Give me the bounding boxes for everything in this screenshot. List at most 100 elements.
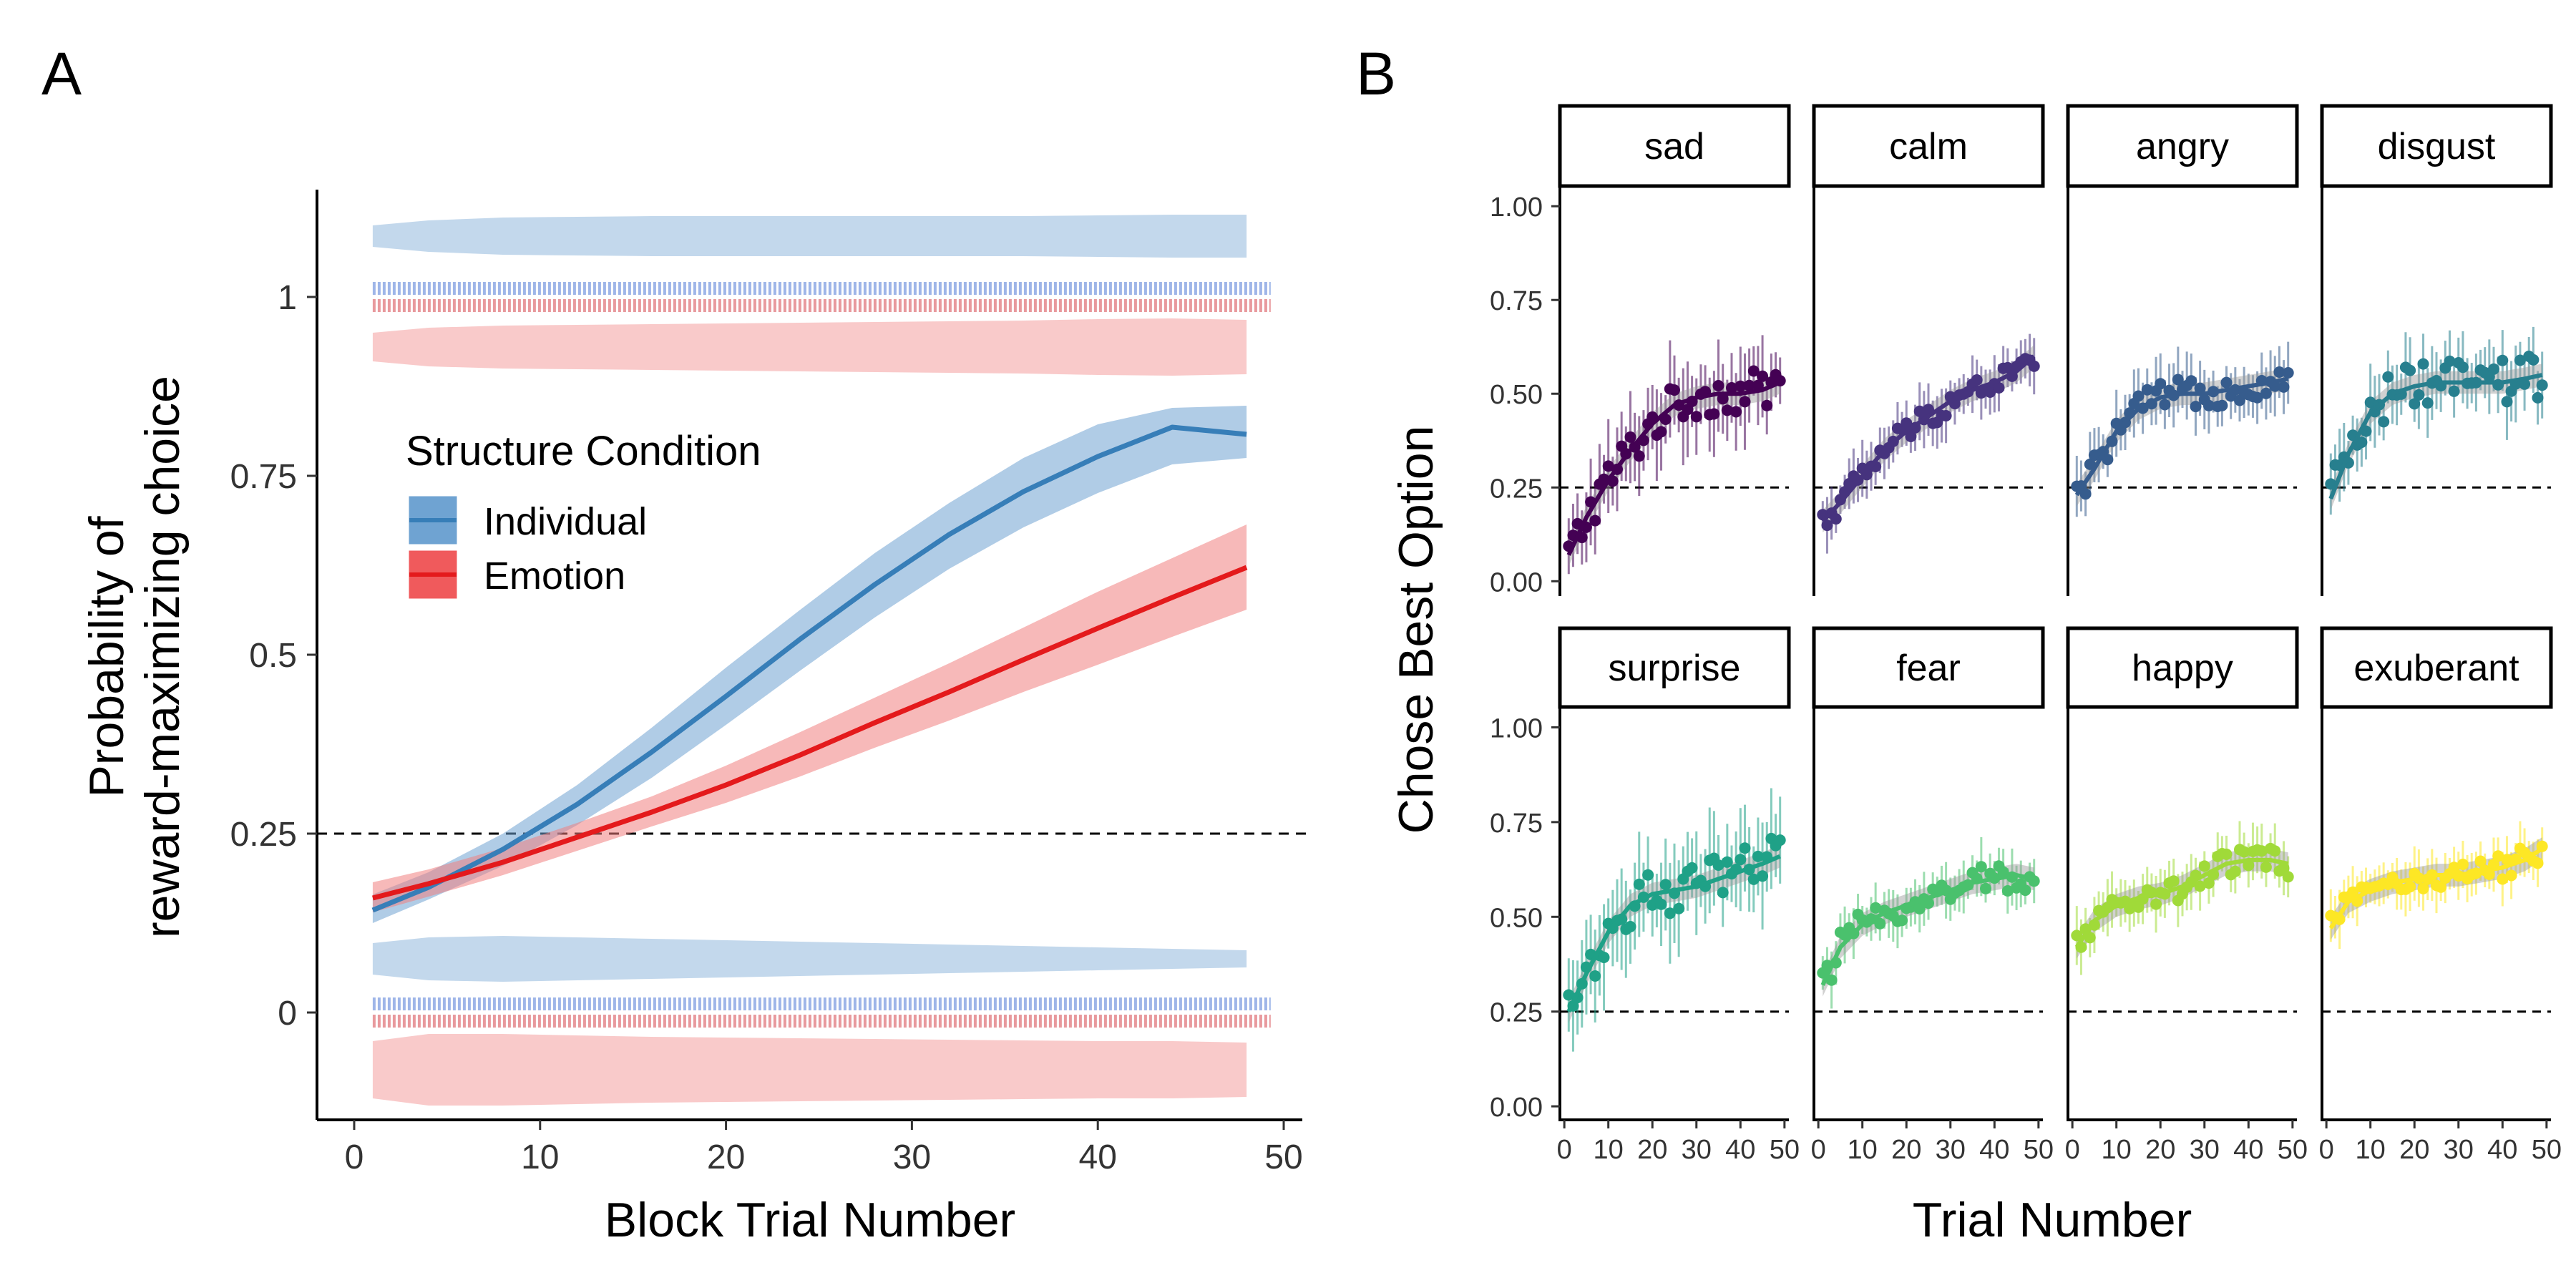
facet-x-tick-label: 10: [1594, 1135, 1624, 1165]
facet-y-tick-label: 0.50: [1490, 380, 1543, 410]
facet-x-tick-label: 30: [1682, 1135, 1712, 1165]
facet-label-happy: happy: [2132, 648, 2233, 689]
data-point: [2198, 860, 2210, 872]
smooth-line: [1566, 380, 1781, 556]
data-point: [1659, 879, 1672, 891]
data-point: [1896, 914, 1908, 927]
facet-surprise: surprise 0.00 0.25 0.50 0.75 1.00 0 10 20 30 40 50: [1490, 626, 1800, 1165]
panel-a-x-tick-label: 10: [521, 1138, 559, 1176]
panel-a-legend: Structure Condition Individual Emotion: [406, 428, 761, 599]
facet-strip-disgust: [2320, 104, 2553, 188]
data-point: [2278, 381, 2290, 393]
facet-disgust: disgust: [2320, 104, 2553, 596]
data-point: [2532, 391, 2544, 404]
data-point: [2444, 355, 2456, 367]
data-point: [2417, 358, 2429, 370]
facet-y-tick-label: 0.25: [1490, 998, 1543, 1028]
data-point: [2141, 384, 2153, 396]
data-point: [2514, 354, 2526, 366]
legend-title: Structure Condition: [406, 428, 761, 474]
panel-a-x-tick-label: 40: [1079, 1138, 1117, 1176]
data-point: [2269, 845, 2281, 857]
violin-emotion-top: [372, 318, 1247, 376]
facet-y-tick-label: 0.25: [1490, 474, 1543, 504]
data-point: [2273, 366, 2285, 378]
facet-label-sad: sad: [1644, 126, 1704, 167]
facet-x-tick-label: 30: [2444, 1135, 2474, 1165]
data-point: [2260, 387, 2272, 399]
data-point: [2409, 398, 2421, 410]
smooth-line: [2328, 847, 2544, 930]
data-point: [2202, 399, 2215, 411]
facet-x-tick-label: 10: [2102, 1135, 2132, 1165]
data-point: [2028, 360, 2040, 372]
data-point: [1730, 406, 1742, 418]
facet-x-tick-label: 20: [1891, 1135, 1921, 1165]
data-point: [1690, 411, 1702, 423]
violin-individual-bottom: [372, 936, 1247, 982]
data-point: [1901, 417, 1913, 429]
data-point: [1774, 834, 1786, 847]
data-point: [1655, 426, 1667, 438]
facet-strip-sad: [1558, 104, 1791, 188]
panel-a-y-tick-label: 0.25: [230, 816, 297, 854]
data-point: [1589, 970, 1601, 982]
data-point: [1739, 842, 1751, 854]
data-point: [1598, 952, 1610, 963]
panel-a-x-axis-title: Block Trial Number: [605, 1193, 1015, 1247]
facet-label-surprise: surprise: [1609, 648, 1741, 689]
facet-x-tick-label: 10: [1848, 1135, 1878, 1165]
data-point: [2448, 862, 2460, 874]
facet-x-tick-label: 50: [1770, 1135, 1800, 1165]
data-point: [1739, 396, 1751, 408]
data-point: [1673, 902, 1685, 914]
smooth-line: [2074, 857, 2289, 949]
data-point: [2167, 875, 2180, 887]
data-point: [1664, 907, 1676, 919]
data-point: [1874, 917, 1886, 930]
data-point: [2001, 885, 2014, 897]
data-point: [2190, 401, 2202, 413]
data-point: [1905, 431, 1917, 442]
fit-line-emotion: [372, 565, 1248, 901]
data-point: [2185, 375, 2197, 387]
data-point: [2474, 855, 2487, 867]
panel-a-y-axis-title-line1: Probability of: [79, 516, 134, 797]
facet-strip-fear: [1812, 626, 2045, 709]
data-point: [1563, 989, 1575, 1001]
data-point: [1669, 384, 1680, 396]
smooth-ribbon: [1568, 844, 1780, 1023]
data-point: [2435, 881, 2447, 893]
data-point: [2497, 873, 2509, 885]
data-point: [1735, 380, 1747, 392]
data-point: [2220, 376, 2233, 389]
facet-label-calm: calm: [1889, 126, 1968, 167]
facet-x-tick-label: 50: [2532, 1135, 2562, 1165]
data-point: [2505, 869, 2517, 882]
data-point: [2019, 884, 2031, 897]
data-point: [1743, 379, 1755, 391]
data-point: [1747, 873, 1760, 885]
data-point: [1993, 382, 2005, 394]
data-point: [2457, 859, 2469, 870]
panel-letter-b: B: [1356, 40, 1396, 107]
panel-letter-a: A: [42, 40, 82, 107]
data-point: [1752, 850, 1764, 862]
data-point: [1655, 898, 1667, 910]
smooth-line: [1566, 854, 1781, 1013]
smooth-line: [2328, 373, 2543, 500]
smooth-line: [1821, 354, 2036, 523]
facet-happy: happy 0 10 20 30 40 50: [2065, 626, 2308, 1165]
facet-x-tick-label: 0: [1557, 1135, 1572, 1165]
facet-x-tick-label: 20: [2399, 1135, 2429, 1165]
data-point: [2364, 396, 2376, 409]
data-point: [1642, 869, 1654, 881]
data-point: [1830, 513, 1842, 525]
panel-a-y-tick-label: 1: [278, 279, 297, 317]
facet-x-tick-label: 0: [2319, 1135, 2334, 1165]
violin-emotion-bottom: [372, 1034, 1247, 1106]
panel-a-x-tick-label: 20: [707, 1138, 745, 1176]
fit-line-individual: [371, 424, 1247, 913]
data-point: [1686, 862, 1698, 874]
